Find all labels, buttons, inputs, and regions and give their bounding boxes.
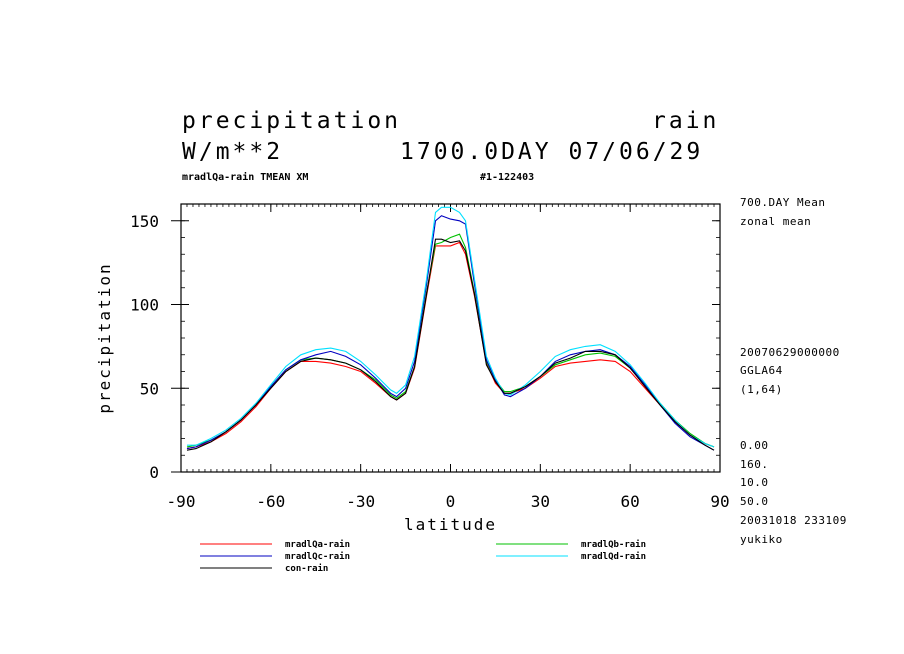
legend-label: mradlQd-rain <box>581 551 646 562</box>
series-line-mradlQc-rain <box>186 215 715 451</box>
side-info-mean: 700.DAY Mean <box>740 196 826 209</box>
side-info-max: 160. <box>740 458 769 471</box>
chart-subtitle: mradlQa-rain TMEAN XM <box>182 172 309 183</box>
legend-label: mradlQb-rain <box>581 539 646 550</box>
chart-variable-title: precipitation <box>182 108 402 134</box>
legend-label: mradlQc-rain <box>285 551 350 562</box>
legend-label: con-rain <box>285 563 328 574</box>
side-info-grid: GGLA64 <box>740 364 783 377</box>
chart-time-title: 1700.0DAY 07/06/29 <box>400 139 704 165</box>
series-line-mradlQa-rain <box>186 241 715 450</box>
chart-units: W/m**2 <box>182 139 284 165</box>
series-line-con-rain <box>186 238 715 451</box>
side-info-user: yukiko <box>740 533 783 546</box>
x-tick-label: 0 <box>446 492 456 511</box>
y-axis-label: precipitation <box>95 262 114 413</box>
chart-axes: -90 -60 -30 0 30 60 90 0 50 100 150 latitude precipi… <box>95 203 730 534</box>
side-info-timestamp: 20031018 233109 <box>740 514 847 527</box>
y-tick-label: 150 <box>130 212 159 231</box>
side-info-major: 50.0 <box>740 495 769 508</box>
chart-series <box>186 206 715 451</box>
x-tick-label: -90 <box>167 492 196 511</box>
series-line-mradlQd-rain <box>187 206 715 448</box>
x-axis-label: latitude <box>404 515 497 534</box>
legend-label: mradlQa-rain <box>285 539 350 550</box>
x-tick-label: 90 <box>710 492 729 511</box>
side-info-index: (1,64) <box>740 383 783 396</box>
chart-run-id: #1-122403 <box>480 172 535 183</box>
y-tick-label: 100 <box>130 296 159 315</box>
side-info-interval: 10.0 <box>740 476 769 489</box>
series-line-mradlQb-rain <box>186 233 715 448</box>
plot-frame <box>180 203 721 473</box>
x-tick-label: 60 <box>621 492 640 511</box>
side-info-min: 0.00 <box>740 439 769 452</box>
y-tick-label: 0 <box>149 463 159 482</box>
x-tick-label: 30 <box>531 492 550 511</box>
x-tick-label: -60 <box>256 492 285 511</box>
side-info-date: 20070629000000 <box>740 346 840 359</box>
chart-experiment-title: rain <box>652 108 720 134</box>
x-tick-label: -30 <box>346 492 375 511</box>
y-tick-label: 50 <box>140 379 159 398</box>
side-info-zonal: zonal mean <box>740 215 812 228</box>
